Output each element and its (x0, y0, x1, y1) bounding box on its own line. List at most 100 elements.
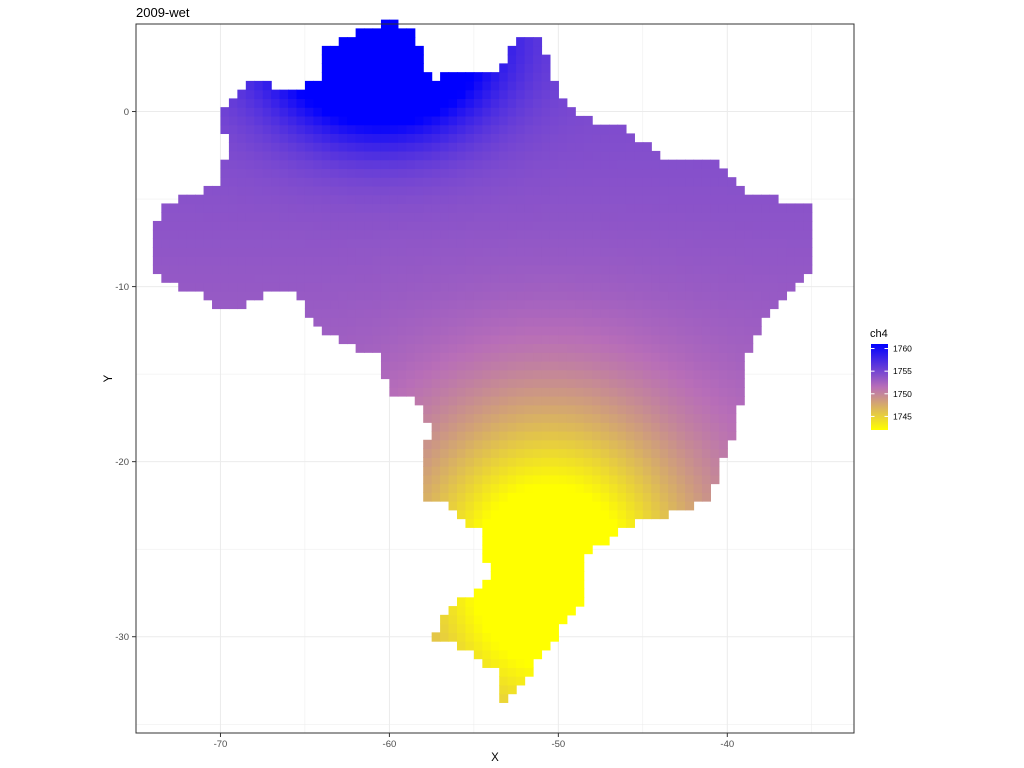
heatmap-cell (304, 115, 314, 126)
heatmap-cell (693, 439, 703, 450)
heatmap-cell (465, 220, 475, 231)
heatmap-cell (676, 282, 686, 292)
heatmap-cell (583, 124, 593, 135)
heatmap-cell (642, 439, 652, 450)
heatmap-cell (178, 247, 188, 257)
heatmap-cell (456, 282, 467, 292)
heatmap-cell (347, 185, 357, 196)
heatmap-cell (676, 387, 686, 397)
heatmap-cell (609, 492, 619, 502)
heatmap-cell (169, 247, 179, 257)
heatmap-cell (507, 404, 517, 415)
heatmap-cell (592, 360, 602, 371)
heatmap-cell (549, 614, 559, 625)
heatmap-cell (186, 212, 196, 222)
heatmap-cell (507, 177, 517, 187)
heatmap-cell (321, 98, 331, 108)
heatmap-cell (600, 247, 610, 257)
heatmap-cell (541, 142, 551, 152)
heatmap-cell (423, 264, 433, 275)
heatmap-cell (431, 343, 441, 353)
heatmap-cell (583, 247, 593, 257)
heatmap-cell (617, 334, 627, 345)
heatmap-cell (440, 107, 450, 117)
heatmap-cell (642, 325, 652, 336)
heatmap-cell (440, 282, 450, 292)
heatmap-cell (549, 588, 559, 598)
heatmap-cell (490, 536, 500, 546)
heatmap-cell (516, 553, 526, 563)
heatmap-cell (448, 185, 458, 196)
heatmap-cell (803, 255, 813, 266)
heatmap-cell (693, 474, 703, 485)
heatmap-cell (676, 457, 686, 467)
heatmap-cell (524, 343, 534, 353)
heatmap-cell (321, 264, 331, 275)
heatmap-cell (507, 124, 517, 135)
heatmap-cell (566, 501, 576, 511)
heatmap-cell (364, 72, 374, 82)
heatmap-cell (592, 133, 602, 143)
heatmap-cell (507, 562, 517, 572)
heatmap-cell (634, 247, 644, 257)
heatmap-cell (592, 492, 602, 502)
heatmap-cell (296, 212, 306, 222)
heatmap-cell (482, 413, 492, 423)
heatmap-cell (389, 63, 399, 73)
heatmap-cell (676, 238, 686, 248)
heatmap-cell (600, 203, 610, 213)
heatmap-cell (685, 413, 695, 423)
heatmap-cell (566, 238, 576, 248)
heatmap-cell (380, 28, 391, 38)
heatmap-cell (397, 107, 407, 117)
heatmap-cell (558, 107, 568, 117)
heatmap-cell (769, 264, 779, 275)
heatmap-cell (685, 501, 695, 511)
heatmap-cell (186, 255, 196, 266)
heatmap-cell (516, 387, 526, 397)
heatmap-cell (465, 282, 475, 292)
heatmap-cell (321, 273, 331, 283)
heatmap-cell (482, 396, 492, 406)
heatmap-cell (566, 168, 576, 178)
heatmap-cell (752, 264, 762, 275)
heatmap-cell (245, 264, 255, 275)
heatmap-cell (296, 159, 306, 170)
heatmap-cell (321, 159, 331, 170)
heatmap-cell (161, 273, 171, 283)
heatmap-cell (575, 115, 585, 126)
heatmap-cell (549, 369, 559, 380)
heatmap-cell (642, 492, 652, 502)
heatmap-cell (651, 334, 661, 345)
heatmap-cell (651, 212, 661, 222)
heatmap-cell (524, 667, 534, 677)
heatmap-cell (592, 483, 602, 493)
heatmap-cell (659, 229, 669, 240)
heatmap-cell (499, 168, 509, 178)
heatmap-cell (364, 273, 374, 283)
heatmap-cell (473, 597, 483, 607)
heatmap-cell (718, 448, 728, 458)
heatmap-cell (600, 387, 610, 397)
heatmap-cell (676, 247, 686, 257)
heatmap-cell (609, 325, 619, 336)
heatmap-cell (524, 360, 534, 371)
heatmap-cell (693, 229, 703, 240)
heatmap-cell (254, 177, 264, 187)
heatmap-cell (718, 396, 728, 406)
heatmap-cell (710, 203, 720, 213)
heatmap-cell (406, 80, 416, 91)
heatmap-cell (237, 159, 247, 170)
heatmap-cell (651, 457, 661, 467)
heatmap-cell (465, 431, 475, 441)
heatmap-cell (600, 527, 610, 537)
heatmap-cell (575, 492, 585, 502)
heatmap-cell (465, 80, 475, 91)
heatmap-cell (355, 238, 365, 248)
heatmap-cell (271, 115, 281, 126)
heatmap-cell (558, 571, 568, 581)
heatmap-cell (499, 527, 509, 537)
heatmap-cell (533, 264, 543, 275)
heatmap-cell (541, 641, 551, 651)
heatmap-cell (549, 632, 559, 642)
